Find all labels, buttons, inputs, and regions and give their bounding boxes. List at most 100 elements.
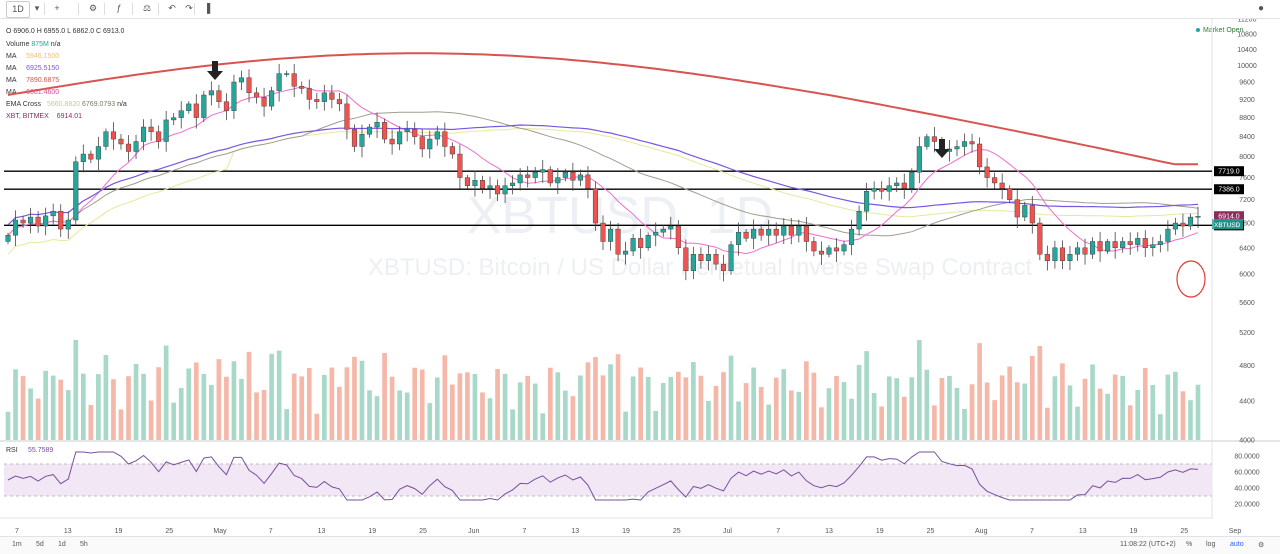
candle[interactable] [547, 169, 553, 184]
candle[interactable] [871, 188, 877, 192]
candle[interactable] [65, 219, 71, 230]
candle[interactable] [992, 177, 998, 184]
candle[interactable] [329, 92, 335, 100]
templates-icon[interactable]: ⚖ [142, 3, 152, 13]
range-5h[interactable]: 5h [80, 541, 88, 548]
candle[interactable] [1195, 216, 1201, 218]
legend-volume[interactable]: Volume 875M n/a [6, 40, 61, 49]
candle[interactable] [201, 94, 207, 118]
candle[interactable] [125, 143, 132, 152]
candle[interactable] [1112, 241, 1118, 249]
candle[interactable] [961, 141, 968, 147]
candle[interactable] [592, 188, 599, 224]
candle[interactable] [555, 177, 561, 184]
candle[interactable] [231, 81, 237, 111]
candle[interactable] [1082, 247, 1088, 255]
candle[interactable] [1157, 241, 1163, 245]
candle[interactable] [291, 73, 297, 87]
candle[interactable] [479, 180, 486, 189]
candle[interactable] [336, 99, 342, 105]
candle[interactable] [28, 216, 34, 224]
candle[interactable] [1135, 238, 1141, 245]
legend-symbol[interactable]: XBT, BITMEX 6914.01 [6, 112, 82, 121]
candle[interactable] [570, 172, 576, 181]
candle[interactable] [1180, 222, 1186, 227]
candle[interactable] [645, 235, 651, 249]
candle[interactable] [171, 117, 177, 121]
candle[interactable] [186, 103, 192, 111]
candle[interactable] [95, 146, 101, 160]
candle[interactable] [841, 244, 847, 252]
candle[interactable] [698, 254, 704, 262]
candle[interactable] [103, 131, 109, 147]
candle[interactable] [110, 131, 116, 140]
candle[interactable] [223, 101, 229, 111]
candle[interactable] [314, 99, 320, 102]
candle[interactable] [781, 225, 787, 236]
candle[interactable] [1150, 244, 1156, 249]
candle[interactable] [1037, 222, 1043, 255]
redo-icon[interactable]: ↷ [185, 3, 193, 13]
settings-gear-icon[interactable]: ⚙ [1258, 542, 1265, 549]
candle[interactable] [577, 174, 583, 181]
candle[interactable] [12, 219, 19, 236]
candle[interactable] [600, 222, 606, 242]
candle[interactable] [449, 146, 455, 155]
candle[interactable] [366, 126, 373, 135]
candle[interactable] [811, 241, 817, 252]
candle[interactable] [1165, 228, 1171, 242]
candle[interactable] [20, 219, 26, 224]
candle[interactable] [924, 136, 930, 147]
candle[interactable] [5, 235, 11, 242]
candle[interactable] [833, 247, 840, 252]
candle[interactable] [133, 141, 139, 152]
candle[interactable] [773, 228, 779, 236]
candle[interactable] [35, 216, 41, 227]
candle[interactable] [495, 185, 501, 195]
candle[interactable] [864, 191, 870, 212]
candle[interactable] [977, 143, 983, 168]
legend-ma3[interactable]: MA 7890.6875 [6, 76, 59, 85]
ma-20-line[interactable] [7, 86, 1199, 255]
candle[interactable] [299, 86, 305, 89]
range-5d[interactable]: 5d [36, 541, 44, 548]
candle[interactable] [238, 77, 245, 83]
legend-ma2[interactable]: MA 6925.5150 [6, 64, 59, 73]
candle[interactable] [321, 92, 327, 102]
candle[interactable] [193, 103, 199, 118]
candle[interactable] [532, 172, 538, 178]
candle[interactable] [879, 188, 885, 192]
candle[interactable] [208, 90, 214, 96]
candle[interactable] [412, 129, 418, 137]
candle[interactable] [374, 122, 380, 128]
candle[interactable] [909, 172, 915, 189]
candle[interactable] [1187, 216, 1194, 227]
candle[interactable] [434, 131, 440, 140]
candle[interactable] [118, 138, 124, 145]
compare-button[interactable]: + [54, 3, 60, 13]
candle[interactable] [803, 225, 809, 242]
candle[interactable] [50, 210, 56, 217]
candle[interactable] [607, 228, 614, 242]
candle[interactable] [269, 90, 275, 107]
candle[interactable] [1022, 205, 1028, 218]
candle[interactable] [585, 174, 591, 189]
candle[interactable] [1007, 188, 1013, 200]
log-toggle[interactable]: log [1206, 541, 1216, 548]
candle[interactable] [818, 250, 824, 255]
legend-ema-cross[interactable]: EMA Cross 5660.8820 6769.0793 n/a [6, 100, 127, 109]
range-1d[interactable]: 1d [58, 541, 66, 548]
candle[interactable] [58, 210, 64, 230]
candle[interactable] [901, 182, 907, 189]
candle[interactable] [675, 225, 681, 249]
candle[interactable] [163, 119, 169, 142]
candle[interactable] [306, 88, 312, 100]
candle[interactable] [382, 122, 388, 140]
candle[interactable] [1044, 254, 1050, 262]
percent-toggle[interactable]: % [1186, 541, 1193, 548]
candle[interactable] [999, 182, 1005, 189]
candle[interactable] [690, 254, 696, 272]
candle[interactable] [502, 185, 508, 195]
candle[interactable] [73, 161, 79, 221]
candle[interactable] [886, 185, 892, 192]
